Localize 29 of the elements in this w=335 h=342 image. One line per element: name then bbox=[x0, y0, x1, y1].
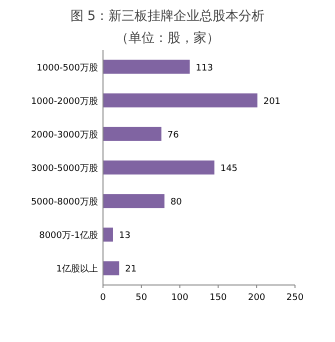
data-label: 201 bbox=[263, 96, 281, 107]
bar bbox=[103, 160, 214, 174]
data-label: 145 bbox=[220, 164, 238, 174]
bar bbox=[103, 60, 190, 74]
x-tick-label: 200 bbox=[248, 293, 266, 303]
y-tick-label: 1000-2000万股 bbox=[30, 96, 98, 107]
y-tick-label: 3000-5000万股 bbox=[30, 163, 98, 174]
data-label: 13 bbox=[118, 231, 130, 242]
chart-subtitle: （单位：股，家） bbox=[116, 30, 220, 46]
bar bbox=[103, 194, 164, 208]
x-tick-label: 0 bbox=[100, 293, 106, 303]
bar bbox=[103, 126, 162, 141]
x-tick-label: 250 bbox=[286, 293, 304, 303]
bar bbox=[103, 261, 120, 276]
data-label: 21 bbox=[125, 264, 137, 275]
bar bbox=[103, 93, 258, 108]
x-tick-label: 50 bbox=[136, 293, 148, 303]
y-tick-label: 1000-500万股 bbox=[36, 62, 98, 74]
y-tick-label: 2000-3000万股 bbox=[30, 129, 98, 140]
data-label: 80 bbox=[170, 198, 182, 208]
x-tick-label: 100 bbox=[171, 293, 189, 303]
y-tick-label: 8000万-1亿股 bbox=[39, 230, 98, 242]
data-label: 113 bbox=[196, 63, 213, 74]
y-tick-label: 5000-8000万股 bbox=[30, 196, 98, 208]
y-tick-label: 1亿股以上 bbox=[56, 264, 98, 275]
bar bbox=[103, 228, 113, 242]
x-tick-label: 150 bbox=[210, 293, 228, 303]
chart-title: 图 5：新三板挂牌企业总股本分析 bbox=[70, 9, 265, 24]
data-label: 76 bbox=[167, 130, 180, 140]
